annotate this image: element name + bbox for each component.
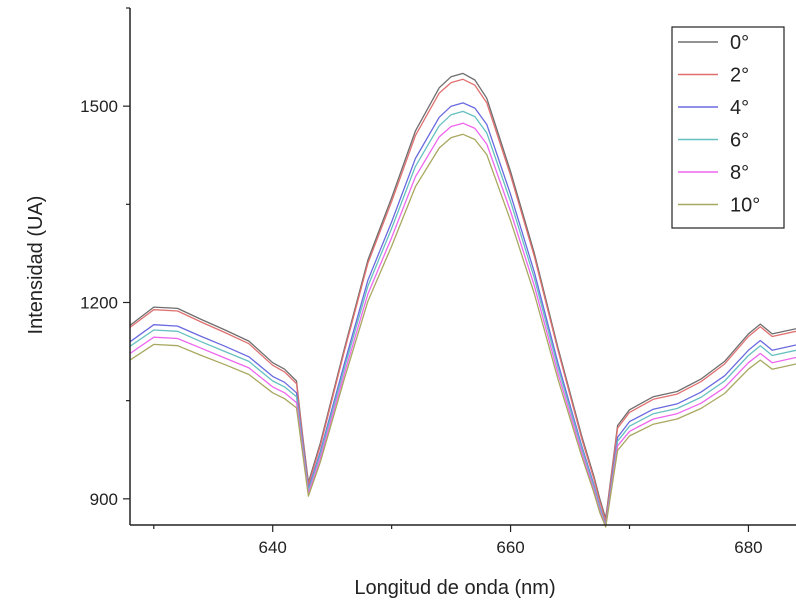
legend-label-1: 2° [730, 65, 749, 87]
x-axis-title: Longitud de onda (nm) [354, 577, 555, 599]
legend-label-0: 0° [730, 32, 749, 54]
y-tick-label: 900 [90, 490, 118, 509]
series-line-4 [129, 122, 796, 527]
legend-label-3: 6° [730, 130, 749, 152]
x-tick-label: 660 [496, 538, 524, 557]
axes-layer: 640 660 680 900 1200 1500 [80, 7, 796, 557]
series-line-1 [129, 78, 796, 522]
legend-box [671, 26, 785, 229]
legend-label-4: 8° [730, 162, 749, 184]
series-line-3 [129, 110, 796, 527]
series-layer [129, 72, 796, 528]
legend-label-5: 10° [730, 195, 760, 217]
legend: 0° 2° 4° 6° 8° 10° [671, 26, 785, 229]
y-tick-label: 1500 [80, 97, 118, 116]
x-tick-label: 640 [259, 538, 287, 557]
legend-label-2: 4° [730, 97, 749, 119]
series-line-0 [129, 72, 796, 520]
series-line-2 [129, 102, 796, 526]
x-tick-label: 680 [734, 538, 762, 557]
y-tick-label: 1200 [80, 293, 118, 312]
y-axis-title: Intensidad (UA) [25, 196, 47, 335]
series-line-5 [129, 133, 796, 528]
